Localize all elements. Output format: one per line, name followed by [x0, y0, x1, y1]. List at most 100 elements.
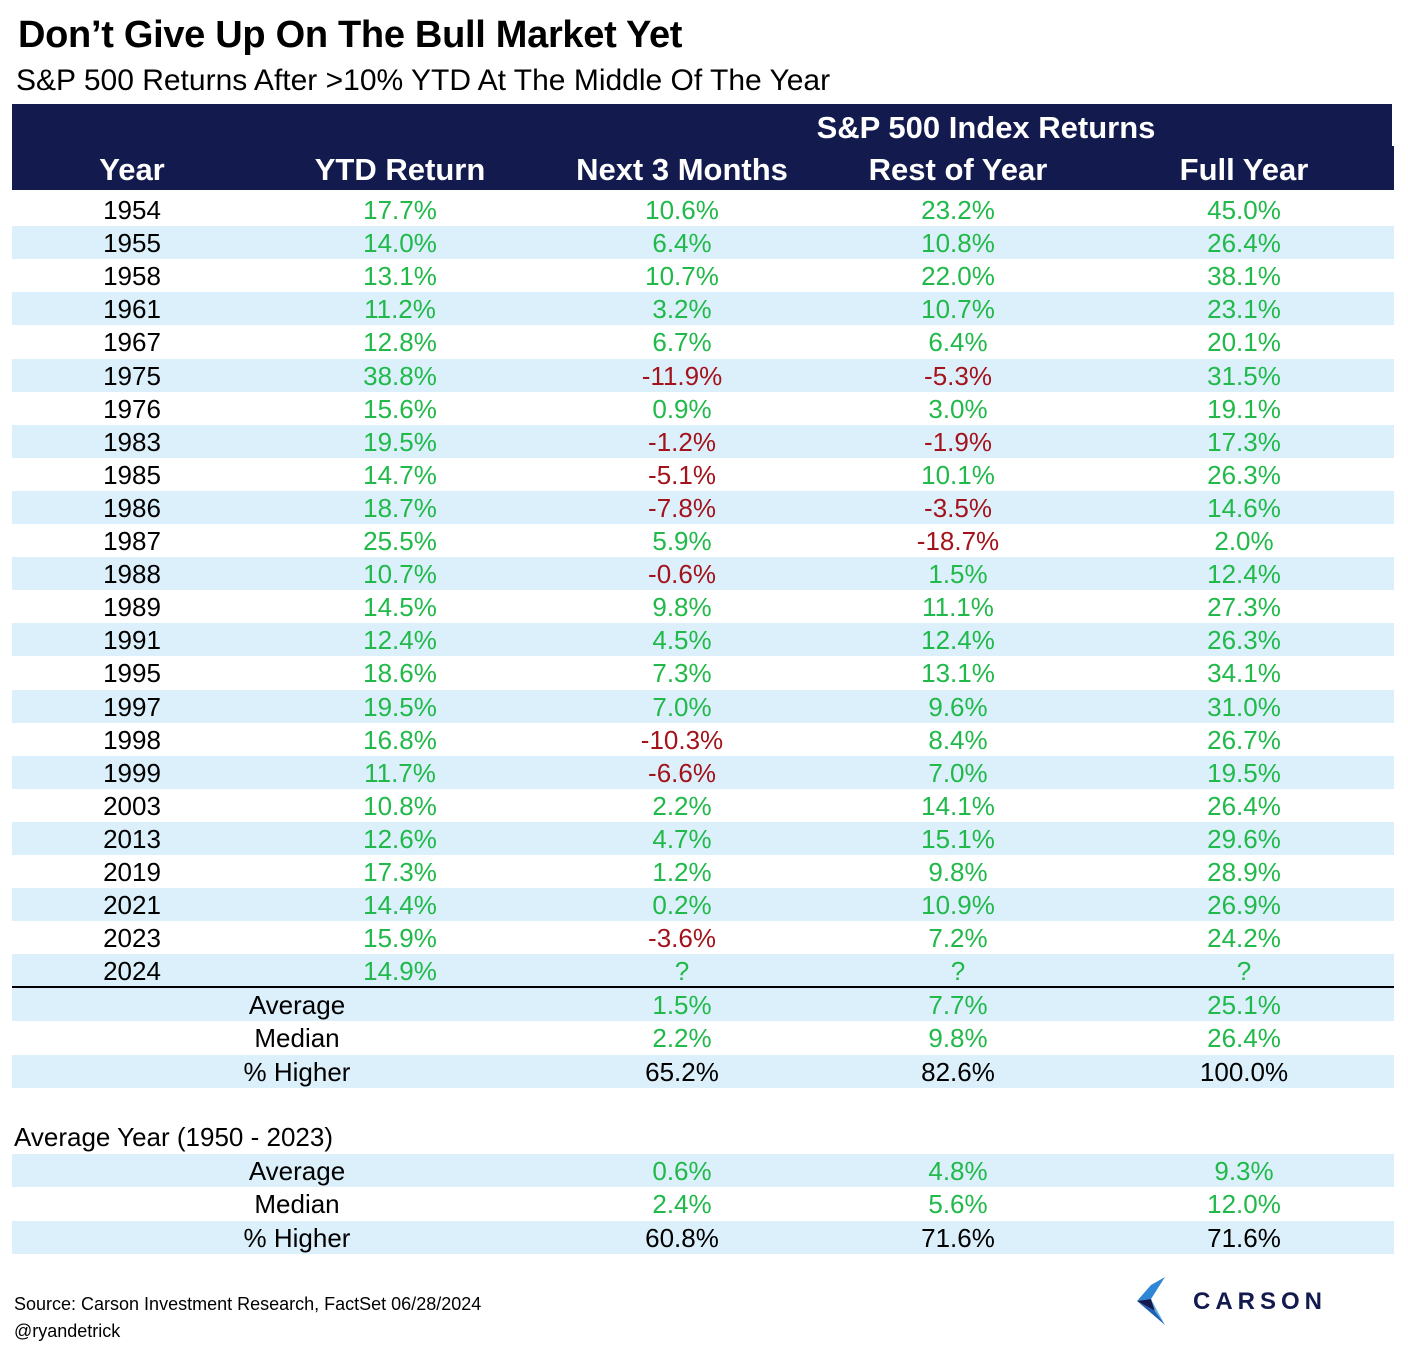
cell-full-year: 25.1%: [1207, 990, 1281, 1020]
summary-row: Median 2.2% 9.8% 26.4%: [12, 1021, 1394, 1054]
cell-full-year: ?: [1236, 956, 1252, 986]
header-rest-of-year: Rest of Year: [868, 152, 1048, 187]
cell-next-3-months: 2.2%: [652, 1023, 712, 1053]
average-year-row: Average 0.6% 4.8% 9.3%: [12, 1154, 1394, 1187]
cell-year: 1985: [103, 460, 161, 490]
carson-chevron-icon: [1137, 1277, 1165, 1325]
cell-rest-of-year: 10.8%: [921, 228, 995, 258]
table-row: 1995 18.6% 7.3% 13.1% 34.1%: [12, 656, 1394, 689]
cell-year: 1961: [103, 294, 161, 324]
cell-year: 1958: [103, 261, 161, 291]
cell-ytd-return: 15.9%: [363, 923, 437, 953]
cell-full-year: 29.6%: [1207, 824, 1281, 854]
cell-ytd-return: 15.6%: [363, 394, 437, 424]
cell-full-year: 2.0%: [1214, 526, 1274, 556]
cell-full-year: 17.3%: [1207, 427, 1281, 457]
cell-year: 1997: [103, 692, 161, 722]
cell-rest-of-year: -3.5%: [924, 493, 992, 523]
cell-next-3-months: 7.3%: [652, 658, 712, 688]
header-ytd-return: YTD Return: [314, 152, 486, 187]
cell-next-3-months: 1.2%: [652, 857, 712, 887]
cell-next-3-months: 10.7%: [645, 261, 719, 291]
cell-rest-of-year: 10.9%: [921, 890, 995, 920]
cell-ytd-return: 12.8%: [363, 327, 437, 357]
header-group-label: S&P 500 Index Returns: [816, 110, 1156, 145]
cell-stat-label: % Higher: [243, 1057, 351, 1087]
cell-year: 2024: [103, 956, 161, 986]
cell-rest-of-year: 5.6%: [928, 1189, 988, 1219]
cell-rest-of-year: 7.7%: [928, 990, 988, 1020]
carson-logo: CARSON: [1133, 1275, 1373, 1331]
cell-ytd-return: 14.9%: [363, 956, 437, 986]
cell-full-year: 12.4%: [1207, 559, 1281, 589]
cell-rest-of-year: 4.8%: [928, 1156, 988, 1186]
header-full-year: Full Year: [1179, 152, 1309, 187]
carson-logo-text: CARSON: [1193, 1288, 1328, 1315]
cell-year: 1987: [103, 526, 161, 556]
table-row: 1983 19.5% -1.2% -1.9% 17.3%: [12, 425, 1394, 458]
cell-rest-of-year: 7.2%: [928, 923, 988, 953]
cell-ytd-return: 16.8%: [363, 725, 437, 755]
cell-full-year: 23.1%: [1207, 294, 1281, 324]
cell-full-year: 24.2%: [1207, 923, 1281, 953]
cell-year: 1998: [103, 725, 161, 755]
cell-ytd-return: 12.4%: [363, 625, 437, 655]
cell-next-3-months: 6.7%: [652, 327, 712, 357]
cell-next-3-months: -10.3%: [640, 725, 724, 755]
cell-next-3-months: 5.9%: [652, 526, 712, 556]
table-row: 2023 15.9% -3.6% 7.2% 24.2%: [12, 921, 1394, 954]
cell-full-year: 45.0%: [1207, 195, 1281, 225]
table-row: 1998 16.8% -10.3% 8.4% 26.7%: [12, 723, 1394, 756]
cell-year: 1976: [103, 394, 161, 424]
cell-rest-of-year: 6.4%: [928, 327, 988, 357]
cell-full-year: 27.3%: [1207, 592, 1281, 622]
cell-year: 1967: [103, 327, 161, 357]
cell-next-3-months: 4.5%: [652, 625, 712, 655]
cell-full-year: 71.6%: [1207, 1223, 1281, 1253]
cell-full-year: 100.0%: [1199, 1057, 1289, 1087]
average-year-label: Average Year (1950 - 2023): [14, 1122, 333, 1152]
cell-rest-of-year: 22.0%: [921, 261, 995, 291]
cell-rest-of-year: 9.8%: [928, 1023, 988, 1053]
cell-rest-of-year: -5.3%: [924, 361, 992, 391]
cell-year: 1988: [103, 559, 161, 589]
cell-next-3-months: -6.6%: [648, 758, 716, 788]
table-row: 1958 13.1% 10.7% 22.0% 38.1%: [12, 259, 1394, 292]
cell-full-year: 14.6%: [1207, 493, 1281, 523]
cell-next-3-months: 4.7%: [652, 824, 712, 854]
cell-stat-label: Average: [248, 990, 346, 1020]
cell-next-3-months: 10.6%: [645, 195, 719, 225]
table-row: 1955 14.0% 6.4% 10.8% 26.4%: [12, 226, 1394, 259]
cell-rest-of-year: 3.0%: [928, 394, 988, 424]
cell-full-year: 26.9%: [1207, 890, 1281, 920]
cell-next-3-months: 7.0%: [652, 692, 712, 722]
cell-next-3-months: 1.5%: [652, 990, 712, 1020]
cell-next-3-months: 6.4%: [652, 228, 712, 258]
table-row: 1954 17.7% 10.6% 23.2% 45.0%: [12, 193, 1394, 226]
header-next-3-months: Next 3 Months: [576, 152, 788, 187]
cell-ytd-return: 10.8%: [363, 791, 437, 821]
cell-year: 2003: [103, 791, 161, 821]
cell-full-year: 26.7%: [1207, 725, 1281, 755]
cell-ytd-return: 19.5%: [363, 427, 437, 457]
cell-full-year: 19.1%: [1207, 394, 1281, 424]
cell-year: 1975: [103, 361, 161, 391]
cell-next-3-months: -3.6%: [648, 923, 716, 953]
cell-full-year: 26.4%: [1207, 1023, 1281, 1053]
cell-full-year: 26.4%: [1207, 791, 1281, 821]
table-row: 1985 14.7% -5.1% 10.1% 26.3%: [12, 458, 1394, 491]
cell-next-3-months: -1.2%: [648, 427, 716, 457]
cell-rest-of-year: 71.6%: [921, 1223, 995, 1253]
cell-rest-of-year: 15.1%: [921, 824, 995, 854]
cell-stat-label: % Higher: [243, 1223, 351, 1253]
cell-year: 2023: [103, 923, 161, 953]
table-row: 1976 15.6% 0.9% 3.0% 19.1%: [12, 392, 1394, 425]
cell-ytd-return: 14.7%: [363, 460, 437, 490]
cell-stat-label: Median: [254, 1189, 340, 1219]
cell-rest-of-year: 10.1%: [921, 460, 995, 490]
source-note: Source: Carson Investment Research, Fact…: [14, 1294, 482, 1314]
cell-full-year: 12.0%: [1207, 1189, 1281, 1219]
table-row: 1991 12.4% 4.5% 12.4% 26.3%: [12, 623, 1394, 656]
cell-next-3-months: 9.8%: [652, 592, 712, 622]
cell-rest-of-year: 14.1%: [921, 791, 995, 821]
